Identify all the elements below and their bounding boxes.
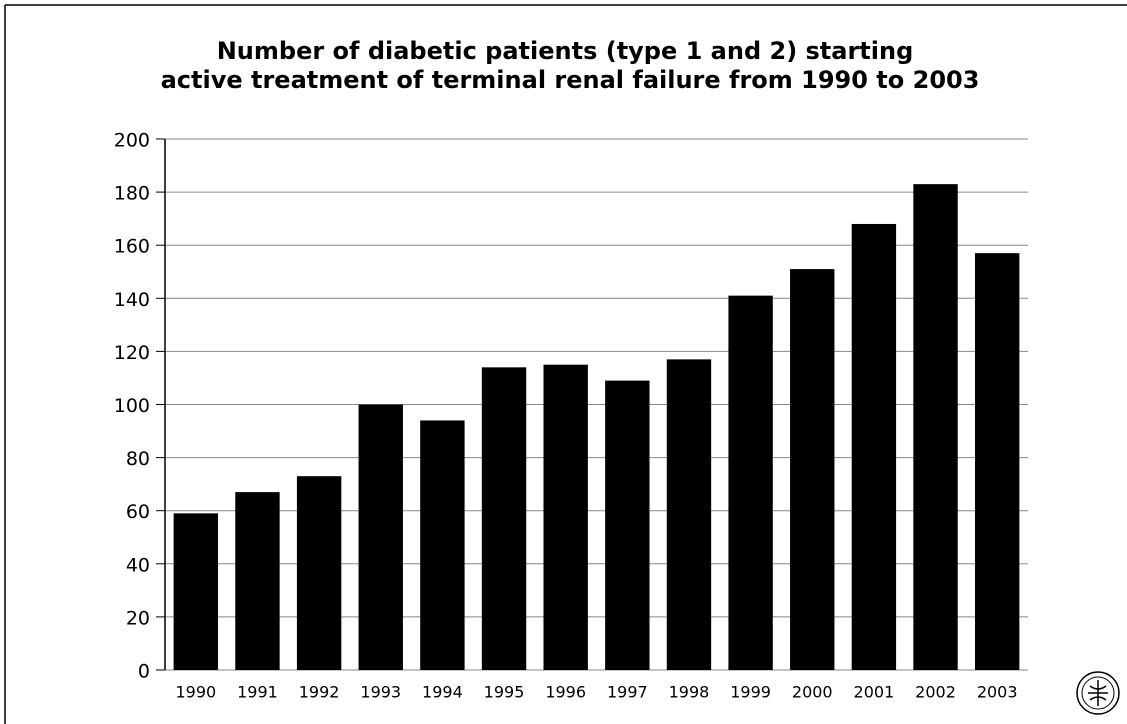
x-tick-label: 2003 (977, 683, 1018, 702)
chart-title: active treatment of terminal renal failu… (161, 66, 980, 94)
bar (666, 359, 712, 670)
y-tick-label: 0 (138, 661, 150, 683)
y-tick-label: 100 (114, 395, 150, 417)
x-tick-label: 2000 (792, 683, 833, 702)
bar (481, 367, 527, 670)
bar (605, 380, 650, 670)
y-tick-label: 40 (126, 554, 150, 576)
bar (851, 223, 897, 670)
x-tick-label: 1998 (669, 683, 710, 702)
x-tick-label: 1991 (237, 683, 278, 702)
y-tick-label: 60 (126, 501, 150, 523)
x-tick-label: 1992 (299, 683, 340, 702)
bar (235, 492, 280, 670)
y-tick-label: 200 (114, 130, 150, 152)
bar (173, 513, 219, 670)
x-tick-label: 1999 (730, 683, 771, 702)
logo (1076, 671, 1120, 715)
bar (296, 476, 342, 670)
x-tick-label: 1997 (607, 683, 648, 702)
bar (543, 364, 588, 670)
y-tick-label: 180 (114, 183, 150, 205)
x-tick-label: 2001 (854, 683, 895, 702)
bar (358, 404, 403, 670)
y-tick-label: 120 (114, 342, 150, 364)
y-tick-label: 20 (126, 607, 150, 629)
bar (420, 420, 465, 670)
bar (728, 295, 773, 670)
x-tick-label: 1990 (175, 683, 216, 702)
bar (790, 269, 835, 670)
bar (974, 253, 1020, 671)
x-tick-label: 1995 (484, 683, 525, 702)
x-tick-label: 1993 (360, 683, 401, 702)
y-tick-label: 140 (114, 289, 150, 311)
x-tick-label: 1994 (422, 683, 463, 702)
y-tick-label: 80 (126, 448, 150, 470)
chart-title: Number of diabetic patients (type 1 and … (217, 37, 914, 65)
x-tick-label: 1996 (545, 683, 586, 702)
bar (913, 184, 958, 670)
y-tick-label: 160 (114, 236, 150, 258)
x-tick-label: 2002 (915, 683, 956, 702)
